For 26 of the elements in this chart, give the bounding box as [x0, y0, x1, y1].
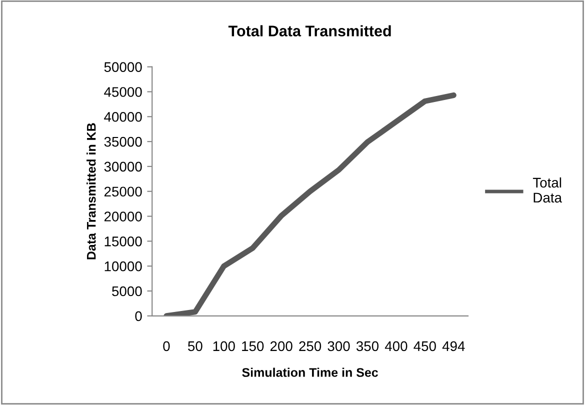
x-tick-label: 150: [242, 341, 264, 352]
y-tick-label: 40000: [104, 112, 142, 122]
y-tick-label: 0: [135, 311, 142, 322]
y-tick-label: 35000: [104, 136, 142, 147]
x-tick-label: 50: [188, 341, 202, 352]
y-tick-label: 15000: [104, 236, 142, 246]
x-tick-label: 200: [270, 341, 292, 352]
x-tick-label: 494: [442, 341, 465, 352]
y-tick-label: 5000: [112, 286, 142, 296]
legend-label: Total Data: [532, 177, 562, 203]
y-tick-label: 25000: [104, 186, 142, 197]
x-tick-label: 350: [356, 341, 379, 352]
y-tick-label: 30000: [104, 162, 142, 172]
x-tick-label: 450: [414, 341, 436, 352]
x-tick-label: 300: [328, 341, 350, 352]
y-tick-label: 50000: [104, 62, 142, 72]
x-axis-title: Simulation Time in Sec: [242, 368, 378, 377]
x-tick-label: 0: [163, 341, 170, 352]
y-tick-label: 20000: [104, 212, 142, 222]
y-tick-label: 10000: [104, 261, 142, 272]
y-axis-title: Data Transmitted in KB: [86, 123, 96, 260]
x-tick-label: 250: [299, 341, 322, 352]
x-tick-label: 100: [213, 341, 235, 352]
chart-title: Total Data Transmitted: [228, 25, 391, 36]
y-tick-label: 45000: [104, 87, 142, 97]
x-tick-label: 400: [384, 341, 408, 352]
